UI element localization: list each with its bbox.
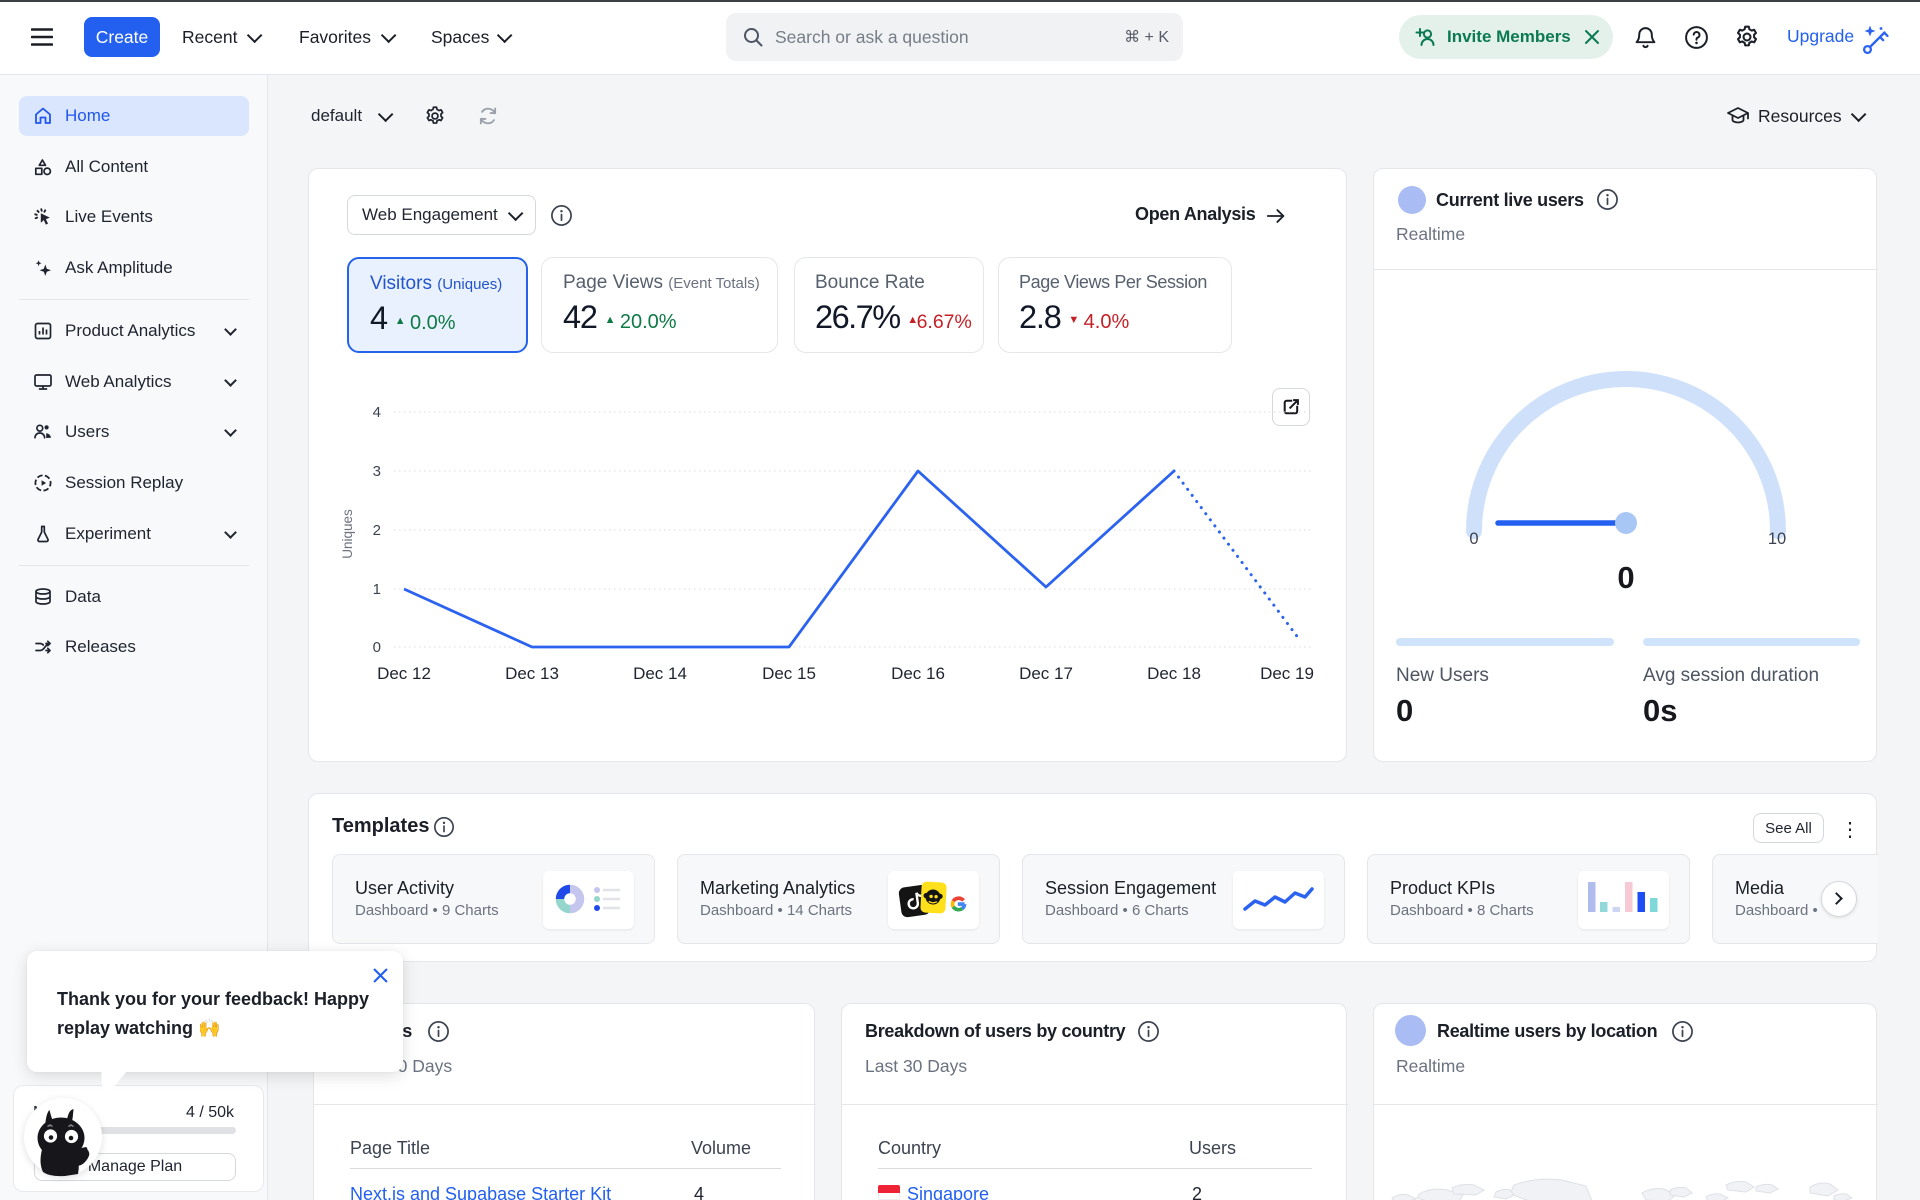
svg-text:Dec 19: Dec 19 <box>1260 664 1314 683</box>
svg-text:Dec 17: Dec 17 <box>1019 664 1073 683</box>
svg-text:Dec 13: Dec 13 <box>505 664 559 683</box>
svg-text:Uniques: Uniques <box>340 509 355 559</box>
svg-text:Dec 15: Dec 15 <box>762 664 816 683</box>
svg-text:Dec 12: Dec 12 <box>377 664 431 683</box>
svg-text:0: 0 <box>373 639 381 656</box>
svg-text:3: 3 <box>373 463 381 480</box>
svg-text:1: 1 <box>373 581 381 598</box>
svg-text:2: 2 <box>373 522 381 539</box>
svg-text:Dec 16: Dec 16 <box>891 664 945 683</box>
svg-text:Dec 14: Dec 14 <box>633 664 687 683</box>
svg-text:Dec 18: Dec 18 <box>1147 664 1201 683</box>
svg-text:4: 4 <box>373 404 381 421</box>
